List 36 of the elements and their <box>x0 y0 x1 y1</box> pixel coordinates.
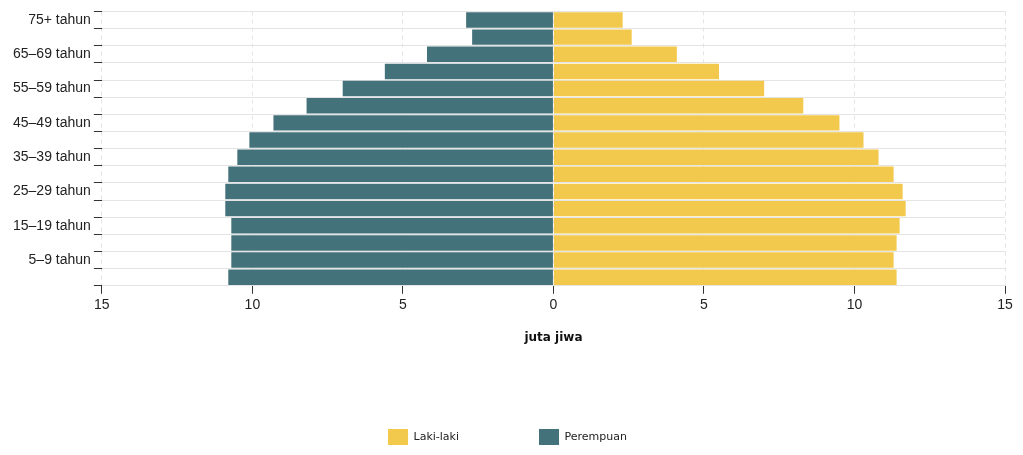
bar <box>384 63 553 80</box>
x-tick-label: 5 <box>399 296 407 313</box>
bar <box>228 166 553 183</box>
x-tick-label: 15 <box>94 296 110 313</box>
y-tick-label: 45–49 tahun <box>13 113 91 130</box>
bar <box>553 63 719 80</box>
bar <box>553 269 897 285</box>
x-axis-title: juta jiwa <box>523 329 583 344</box>
bar <box>225 200 553 217</box>
bar <box>228 269 553 285</box>
bar <box>306 98 553 114</box>
y-tick-label: 15–19 tahun <box>13 216 91 233</box>
bar <box>225 183 553 200</box>
y-tick-label: 75+ tahun <box>28 10 91 27</box>
y-tick-label: 5–9 tahun <box>28 250 91 267</box>
bar <box>553 218 900 234</box>
legend-label: Perempuan <box>564 429 627 443</box>
bar <box>553 183 903 200</box>
y-tick-label: 25–29 tahun <box>13 182 91 199</box>
x-tick-label: 5 <box>700 296 709 313</box>
x-tick-label: 10 <box>244 296 261 313</box>
y-tick-label: 35–39 tahun <box>13 148 91 165</box>
y-tick-label: 65–69 tahun <box>13 45 91 62</box>
bar <box>553 98 804 114</box>
bar <box>553 46 677 62</box>
x-tick-label: 0 <box>549 296 558 313</box>
bar <box>426 46 553 62</box>
legend-label: Laki-laki <box>413 429 460 443</box>
bar <box>553 80 765 97</box>
bar <box>231 218 553 234</box>
x-tick-label: 15 <box>997 296 1013 313</box>
bar <box>553 200 906 217</box>
x-tick-label: 10 <box>846 296 863 313</box>
bar <box>553 166 894 183</box>
y-tick-label: 55–59 tahun <box>13 79 91 96</box>
bar <box>342 80 553 97</box>
